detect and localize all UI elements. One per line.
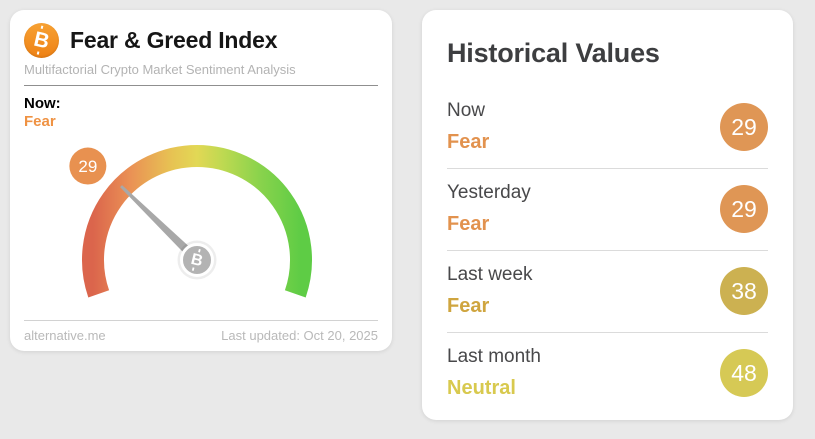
gauge-hub — [180, 243, 214, 277]
row-period: Yesterday — [447, 182, 531, 203]
history-row: Last week Fear 38 — [447, 250, 768, 332]
row-period: Last week — [447, 264, 533, 285]
history-row: Yesterday Fear 29 — [447, 168, 768, 250]
row-value-badge: 29 — [720, 185, 768, 233]
gauge-value-badge-circle — [69, 147, 107, 185]
header-divider — [24, 85, 378, 86]
row-period: Now — [447, 100, 486, 121]
bitcoin-icon: B — [24, 23, 59, 58]
historical-values-list: Now Fear 29 Yesterday Fear 29 Last week … — [447, 79, 768, 414]
source-link[interactable]: alternative.me — [24, 328, 106, 343]
row-classification: Neutral — [447, 377, 516, 399]
now-label: Now: — [24, 95, 61, 112]
footer-divider — [24, 320, 378, 321]
svg-text:B: B — [189, 251, 204, 270]
gauge-container: B 29 — [10, 130, 392, 320]
fear-greed-gauge: B 29 — [69, 145, 312, 298]
row-value-badge: 38 — [720, 267, 768, 315]
history-row: Last month Neutral 48 — [447, 332, 768, 414]
page-title: Fear & Greed Index — [70, 27, 278, 53]
hub-bitcoin-icon: B — [189, 248, 205, 271]
gauge-value-text: 29 — [78, 157, 97, 176]
index-card-header: B Fear & Greed Index — [24, 23, 378, 58]
historical-values-title: Historical Values — [447, 38, 660, 68]
history-row: Now Fear 29 — [447, 87, 768, 168]
gauge-arc — [82, 145, 312, 298]
row-classification: Fear — [447, 295, 490, 317]
row-value-badge: 29 — [720, 103, 768, 151]
fear-greed-index-card: B Fear & Greed Index Multifactorial Cryp… — [10, 10, 392, 351]
row-value-badge: 48 — [720, 349, 768, 397]
row-classification: Fear — [447, 131, 490, 153]
historical-values-card: Historical Values Now Fear 29 Yesterday … — [422, 10, 793, 420]
index-card-subtitle: Multifactorial Crypto Market Sentiment A… — [24, 62, 296, 77]
gauge-needle — [120, 185, 207, 270]
row-period: Last month — [447, 346, 541, 367]
last-updated-text: Last updated: Oct 20, 2025 — [221, 328, 378, 343]
row-classification: Fear — [447, 213, 490, 235]
now-classification: Fear — [24, 113, 56, 130]
index-card-footer: alternative.me Last updated: Oct 20, 202… — [24, 328, 378, 343]
